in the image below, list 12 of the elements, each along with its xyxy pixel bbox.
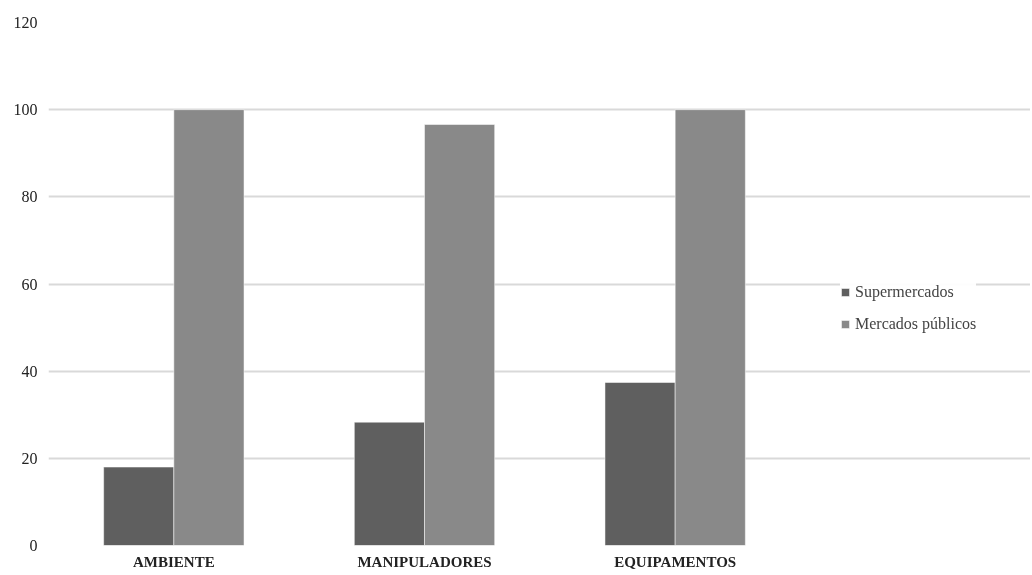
y-tick-label: 0 (29, 537, 38, 554)
legend-label: Mercados públicos (855, 315, 977, 333)
x-tick-label: AMBIENTE (132, 553, 215, 570)
x-tick-label: MANIPULADORES (357, 553, 492, 570)
y-tick-label: 60 (21, 275, 38, 293)
y-tick-label: 20 (21, 449, 38, 467)
y-tick-label: 100 (13, 101, 38, 119)
legend-label: Supermercados (855, 283, 954, 301)
y-tick-label: 40 (21, 362, 38, 380)
x-tick-label: EQUIPAMENTOS (614, 553, 737, 570)
y-tick-label: 80 (21, 188, 38, 206)
y-tick-label: 120 (13, 14, 38, 31)
